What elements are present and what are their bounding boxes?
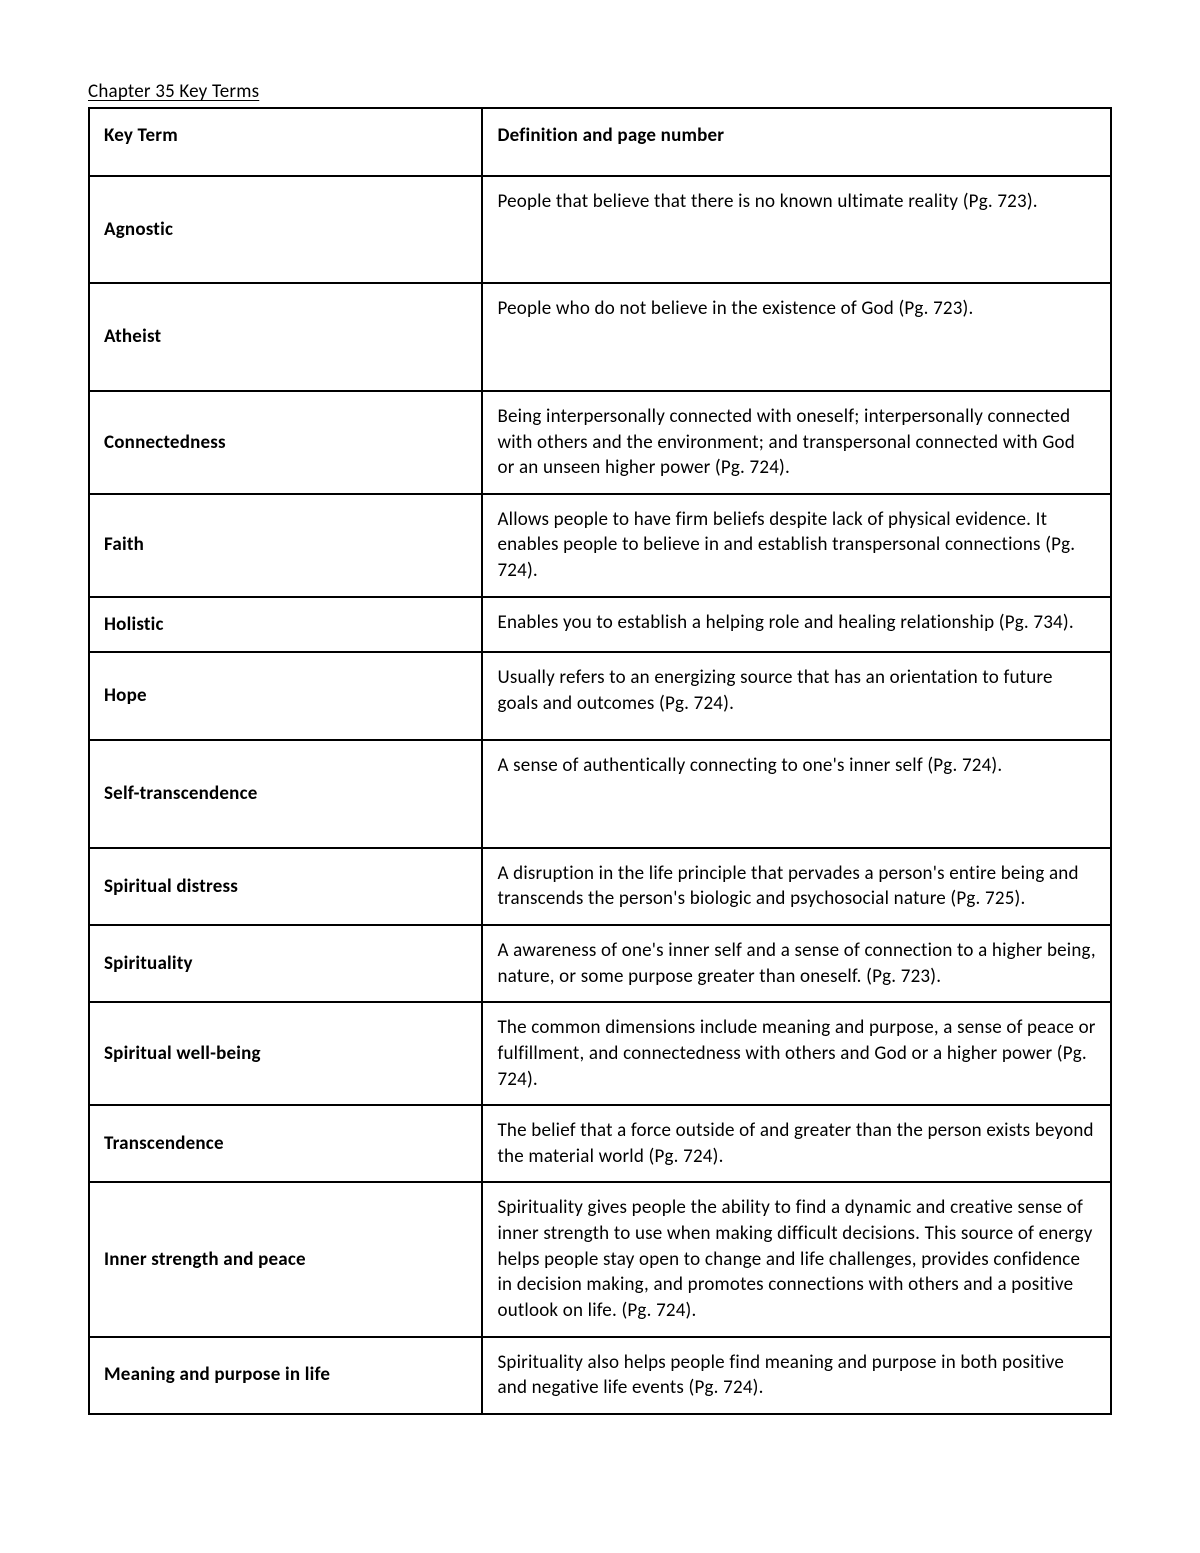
- col-header-term: Key Term: [89, 108, 482, 176]
- term-cell: Spirituality: [89, 925, 482, 1002]
- definition-cell: Usually refers to an energizing source t…: [482, 652, 1111, 740]
- table-row: Spiritual well-being The common dimensio…: [89, 1002, 1111, 1105]
- table-row: Hope Usually refers to an energizing sou…: [89, 652, 1111, 740]
- definition-cell: Enables you to establish a helping role …: [482, 597, 1111, 653]
- table-row: Spirituality A awareness of one's inner …: [89, 925, 1111, 1002]
- term-cell: Connectedness: [89, 391, 482, 494]
- table-row: Faith Allows people to have firm beliefs…: [89, 494, 1111, 597]
- definition-cell: People who do not believe in the existen…: [482, 283, 1111, 391]
- definition-cell: A awareness of one's inner self and a se…: [482, 925, 1111, 1002]
- definition-cell: Spirituality gives people the ability to…: [482, 1182, 1111, 1336]
- chapter-title: Chapter 35 Key Terms: [88, 80, 1112, 103]
- term-cell: Spiritual well-being: [89, 1002, 482, 1105]
- table-header-row: Key Term Definition and page number: [89, 108, 1111, 176]
- definition-cell: The common dimensions include meaning an…: [482, 1002, 1111, 1105]
- document-page: Chapter 35 Key Terms Key Term Definition…: [0, 0, 1200, 1475]
- table-row: Self-transcendence A sense of authentica…: [89, 740, 1111, 848]
- key-terms-table: Key Term Definition and page number Agno…: [88, 107, 1112, 1415]
- table-row: Meaning and purpose in life Spirituality…: [89, 1337, 1111, 1414]
- table-row: Atheist People who do not believe in the…: [89, 283, 1111, 391]
- table-row: Spiritual distress A disruption in the l…: [89, 848, 1111, 925]
- definition-cell: Allows people to have firm beliefs despi…: [482, 494, 1111, 597]
- definition-cell: A sense of authentically connecting to o…: [482, 740, 1111, 848]
- table-row: Inner strength and peace Spirituality gi…: [89, 1182, 1111, 1336]
- term-cell: Self-transcendence: [89, 740, 482, 848]
- term-cell: Inner strength and peace: [89, 1182, 482, 1336]
- term-cell: Meaning and purpose in life: [89, 1337, 482, 1414]
- term-cell: Hope: [89, 652, 482, 740]
- term-cell: Agnostic: [89, 176, 482, 284]
- definition-cell: The belief that a force outside of and g…: [482, 1105, 1111, 1182]
- term-cell: Spiritual distress: [89, 848, 482, 925]
- definition-cell: People that believe that there is no kno…: [482, 176, 1111, 284]
- definition-cell: Being interpersonally connected with one…: [482, 391, 1111, 494]
- table-row: Transcendence The belief that a force ou…: [89, 1105, 1111, 1182]
- table-row: Connectedness Being interpersonally conn…: [89, 391, 1111, 494]
- col-header-definition: Definition and page number: [482, 108, 1111, 176]
- table-row: Holistic Enables you to establish a help…: [89, 597, 1111, 653]
- term-cell: Atheist: [89, 283, 482, 391]
- term-cell: Holistic: [89, 597, 482, 653]
- definition-cell: A disruption in the life principle that …: [482, 848, 1111, 925]
- table-row: Agnostic People that believe that there …: [89, 176, 1111, 284]
- definition-cell: Spirituality also helps people find mean…: [482, 1337, 1111, 1414]
- term-cell: Faith: [89, 494, 482, 597]
- term-cell: Transcendence: [89, 1105, 482, 1182]
